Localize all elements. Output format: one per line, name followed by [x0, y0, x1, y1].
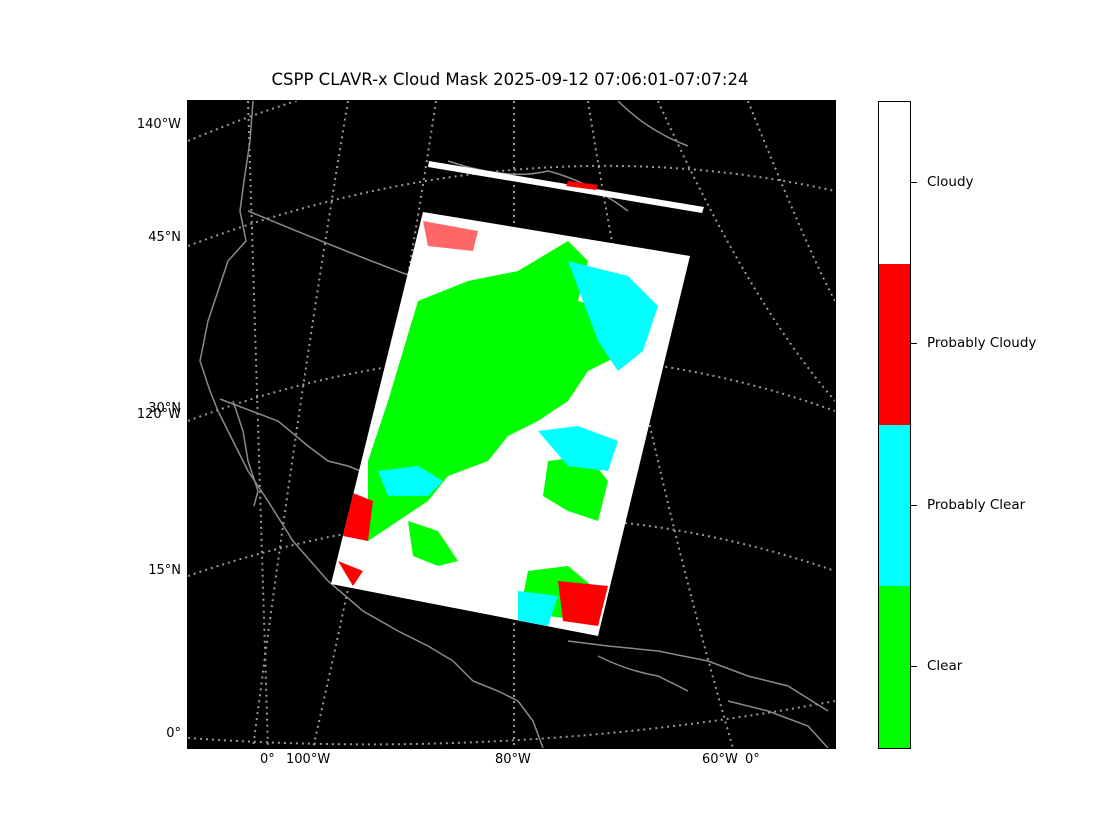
graticule-latitudes	[188, 101, 835, 746]
colorbar-tick	[910, 182, 917, 183]
lat-label-0: 0°	[166, 726, 181, 741]
colorbar-segment-cloudy	[879, 102, 910, 264]
lat-label-30n: 30°N	[148, 401, 181, 416]
colorbar	[878, 101, 911, 749]
lon-label-60w: 60°W	[702, 752, 738, 767]
legend-label-clear: Clear	[927, 658, 963, 674]
lon-label-80w: 80°W	[495, 752, 531, 767]
lon-label-0-right: 0°	[745, 752, 760, 767]
lat-label-45n: 45°N	[148, 230, 181, 245]
legend-label-probably-clear: Probably Clear	[927, 497, 1026, 513]
colorbar-tick	[910, 666, 917, 667]
legend-label-cloudy: Cloudy	[927, 174, 974, 190]
cloud-mask-strip	[428, 161, 704, 213]
map-title: CSPP CLAVR-x Cloud Mask 2025-09-12 07:06…	[271, 70, 749, 89]
lat-label-15n: 15°N	[148, 563, 181, 578]
map-panel	[187, 100, 836, 749]
colorbar-segment-probably-clear	[879, 425, 910, 586]
colorbar-tick	[910, 343, 917, 344]
lon-label-0-left: 0°	[260, 752, 275, 767]
legend-label-probably-cloudy: Probably Cloudy	[927, 335, 1037, 351]
map-canvas	[188, 101, 835, 748]
cloud-mask-swath	[331, 212, 690, 636]
lat-label-140w: 140°W	[136, 117, 181, 132]
colorbar-segment-probably-cloudy	[879, 264, 910, 425]
lat-label-120w: 120°W	[136, 407, 181, 422]
lon-label-100w: 100°W	[286, 752, 331, 767]
colorbar-tick	[910, 505, 917, 506]
colorbar-segment-clear	[879, 586, 910, 748]
